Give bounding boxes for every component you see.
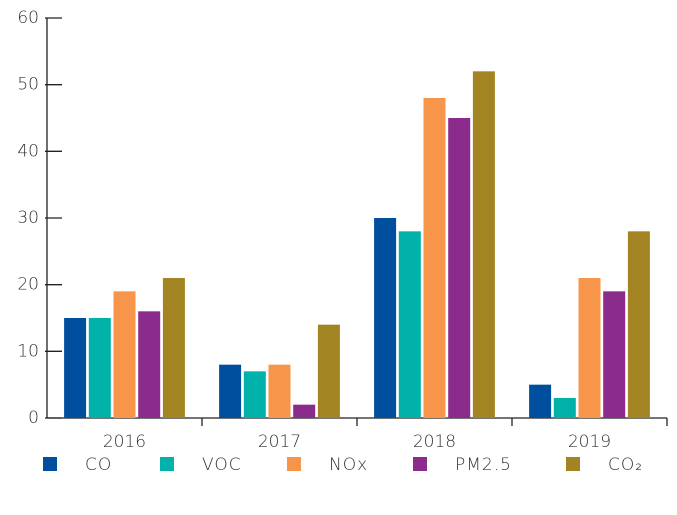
bar bbox=[374, 218, 397, 418]
bar bbox=[268, 364, 291, 418]
legend-swatch bbox=[43, 457, 57, 471]
bar bbox=[138, 311, 161, 418]
x-tick-label: 2017 bbox=[258, 432, 301, 452]
legend-swatch bbox=[160, 457, 174, 471]
legend-label: VOC bbox=[202, 455, 242, 475]
bar bbox=[627, 231, 650, 418]
bar bbox=[529, 384, 552, 418]
x-tick-label: 2018 bbox=[413, 432, 456, 452]
legend-swatch bbox=[287, 457, 301, 471]
x-tick-label: 2016 bbox=[103, 432, 146, 452]
bar bbox=[472, 71, 495, 418]
legend-swatch bbox=[566, 457, 580, 471]
bar bbox=[423, 98, 446, 418]
bar bbox=[113, 291, 136, 418]
bar bbox=[162, 278, 185, 418]
y-tick-label: 50 bbox=[17, 75, 39, 95]
bar bbox=[398, 231, 421, 418]
bar bbox=[64, 318, 87, 418]
bar bbox=[88, 318, 111, 418]
bar bbox=[317, 324, 340, 418]
bar bbox=[243, 371, 266, 418]
bar bbox=[553, 398, 576, 418]
y-tick-label: 60 bbox=[17, 8, 39, 28]
x-tick-label: 2019 bbox=[568, 432, 611, 452]
y-tick-label: 30 bbox=[17, 208, 39, 228]
y-tick-label: 0 bbox=[28, 408, 39, 428]
bar bbox=[448, 118, 471, 418]
y-tick-label: 40 bbox=[17, 141, 39, 161]
legend-swatch bbox=[413, 457, 427, 471]
y-tick-label: 20 bbox=[17, 275, 39, 295]
legend-label: NOx bbox=[329, 455, 368, 475]
bar bbox=[293, 404, 316, 418]
legend-label: CO bbox=[85, 455, 112, 475]
bar bbox=[578, 278, 601, 418]
legend-label: CO₂ bbox=[608, 455, 643, 475]
y-tick-label: 10 bbox=[17, 341, 39, 361]
legend-label: PM2.5 bbox=[455, 455, 512, 475]
bar bbox=[603, 291, 626, 418]
bar bbox=[219, 364, 242, 418]
